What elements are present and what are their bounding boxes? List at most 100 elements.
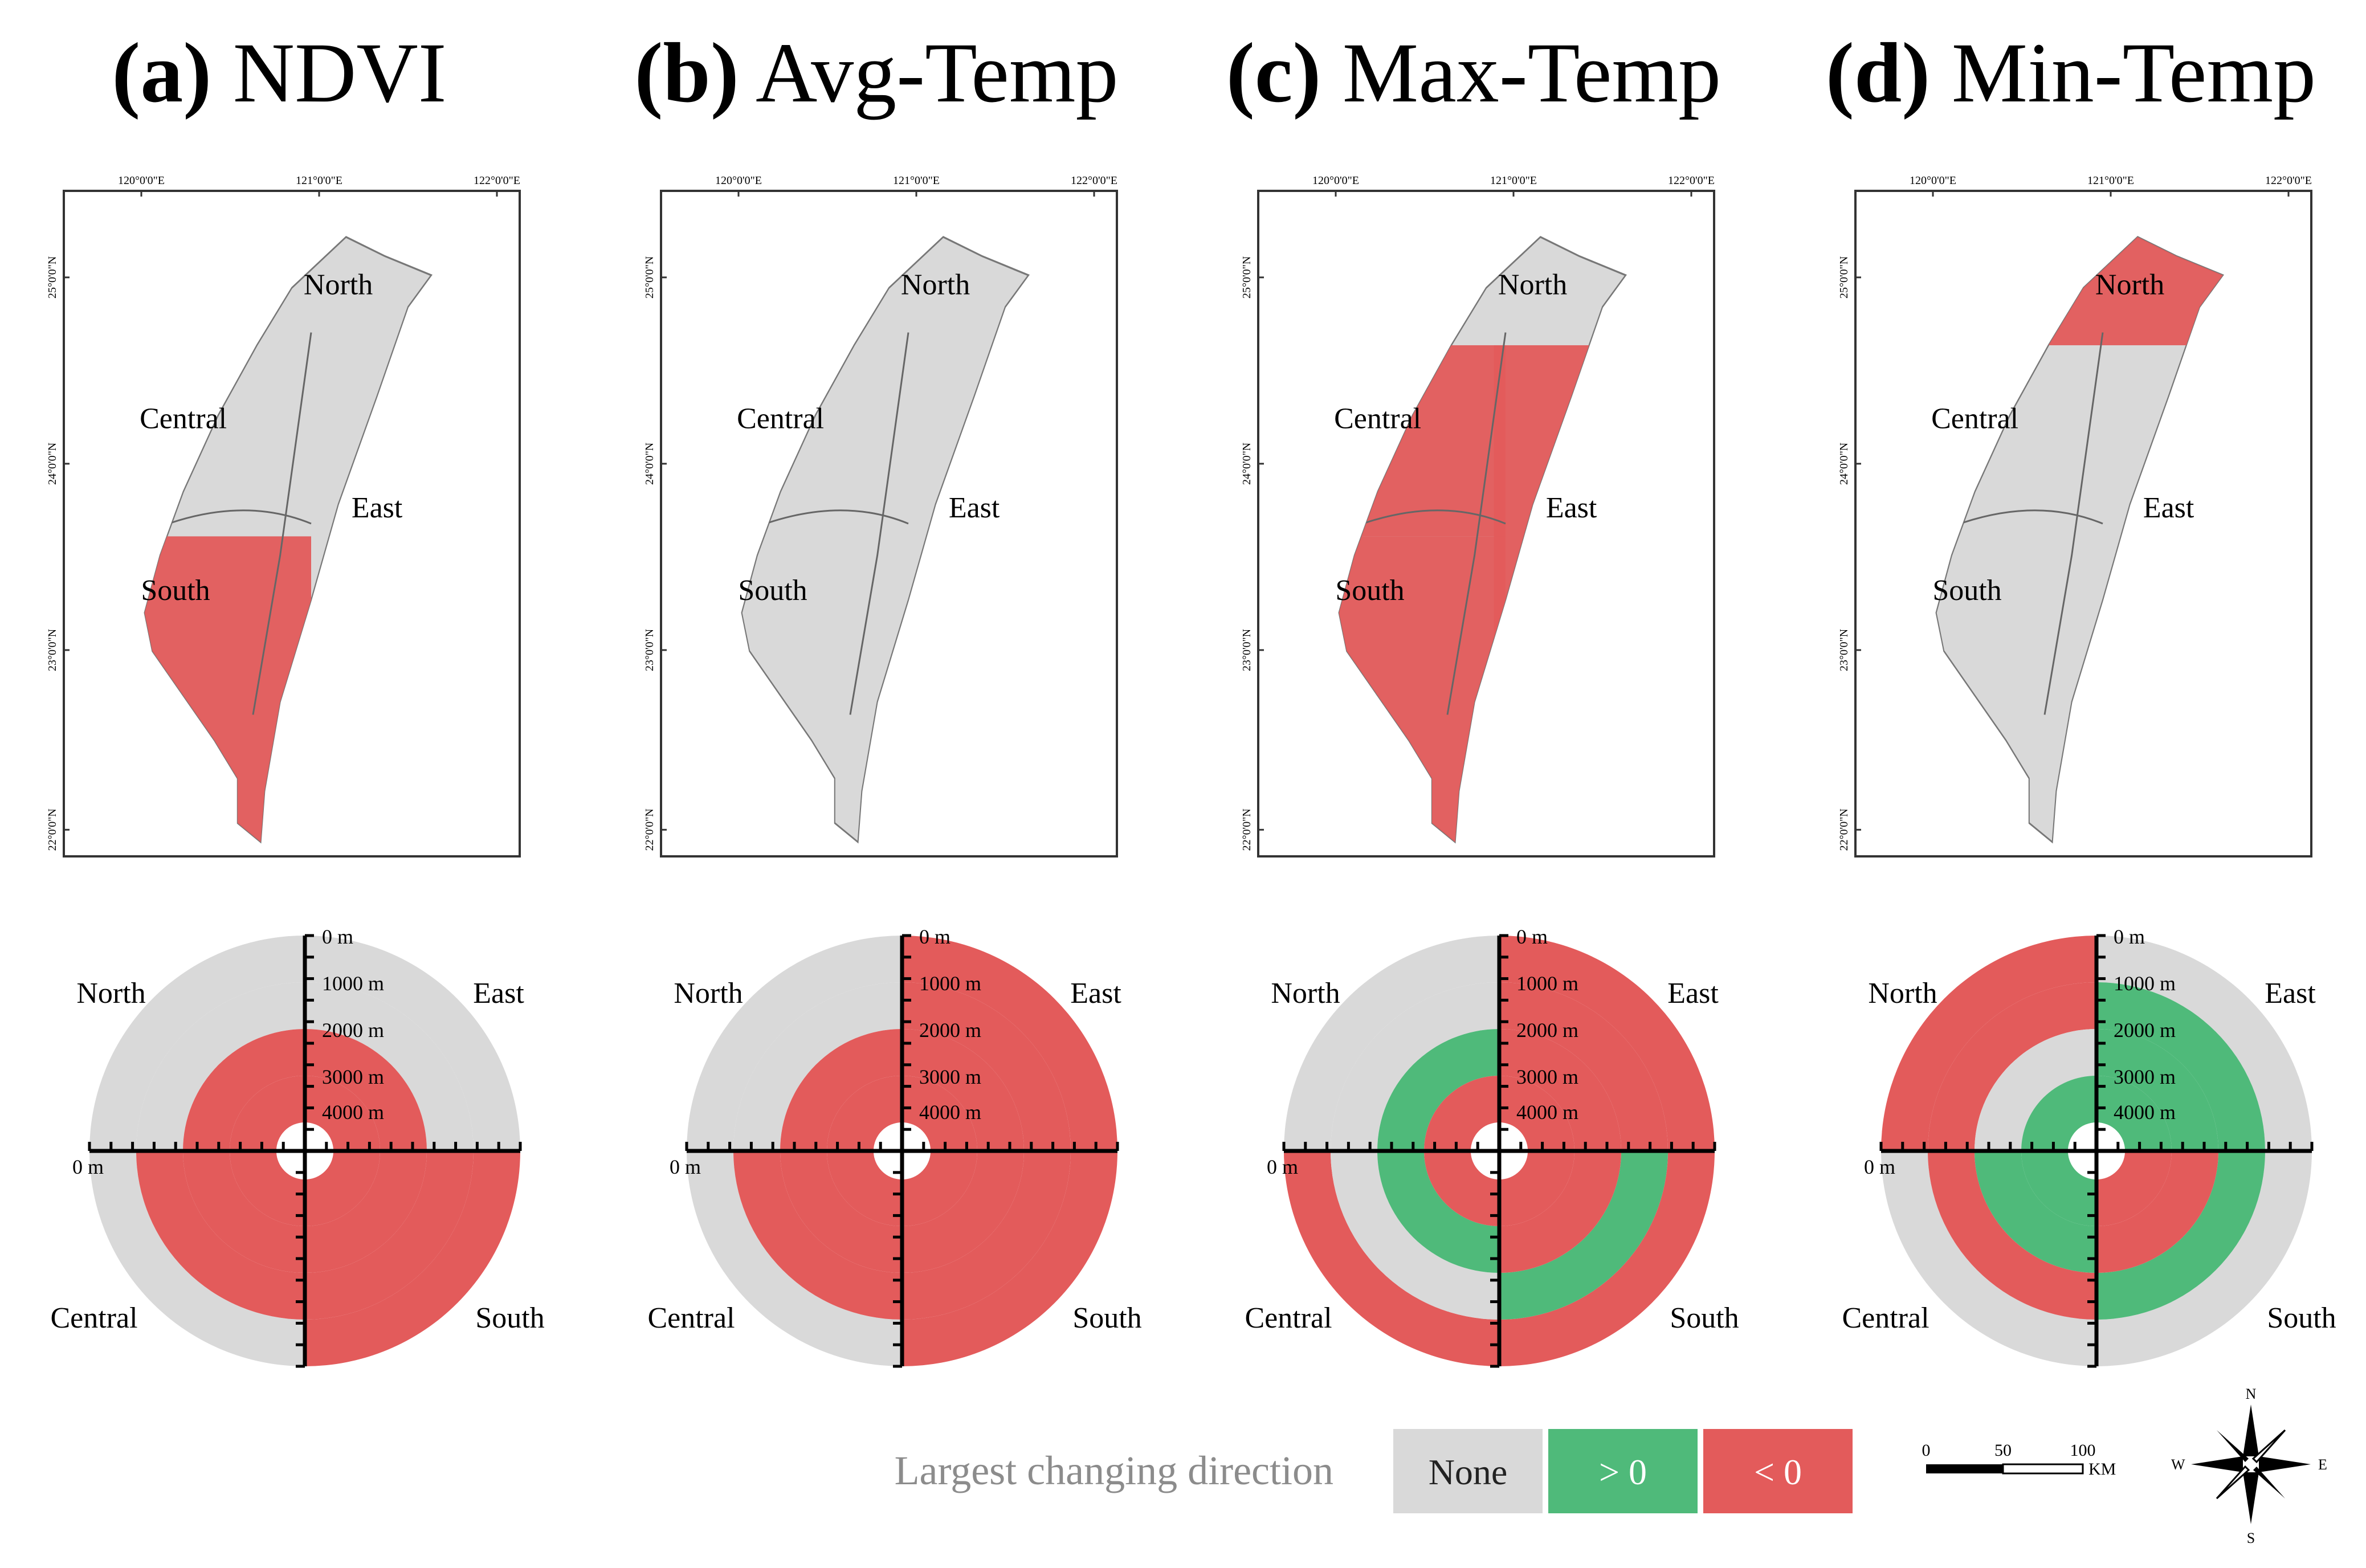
map-label-north: North: [1498, 269, 1567, 301]
compass-rose-icon: N S E W: [2171, 1386, 2327, 1546]
rose-depth-label: 1000 m: [1516, 972, 1578, 995]
rose-sector-east-band-3: [305, 1076, 380, 1151]
rose-sector-east-band-3: [2096, 1076, 2172, 1151]
lat-tick-label: 22°0'0"N: [46, 808, 59, 851]
map-label-north: North: [304, 269, 373, 301]
compass-west-point: [2191, 1456, 2243, 1472]
rose-sector-east-band-0: [305, 936, 520, 1151]
rose-quadrant-label-north: North: [1271, 977, 1340, 1010]
rose-quadrant-label-central: Central: [1842, 1302, 1929, 1334]
rose-depth-label: 4000 m: [919, 1101, 981, 1124]
rose-sector-north-band-1: [733, 982, 902, 1151]
legend-swatch-2: [1703, 1429, 1853, 1513]
panel-letter: (b): [634, 26, 739, 120]
rose-sector-east-band-1: [902, 982, 1071, 1151]
rose-sector-central-band-1: [1331, 1151, 1499, 1320]
lat-tick-label: 25°0'0"N: [1241, 256, 1253, 299]
rose-quadrant-label-central: Central: [1245, 1302, 1332, 1334]
rose-sector-central-band-2: [1975, 1151, 2096, 1273]
lon-tick-label: 120°0'0"E: [715, 174, 762, 187]
rose-sector-south-band-2: [1499, 1151, 1621, 1273]
scale-label-50: 50: [1994, 1441, 2012, 1460]
rose-depth-label: 4000 m: [322, 1101, 384, 1124]
compass-w: W: [2171, 1456, 2185, 1473]
rose-sector-north-band-3: [827, 1076, 902, 1151]
rose-sector-north-band-0: [1881, 936, 2096, 1151]
lon-tick-label: 122°0'0"E: [2265, 174, 2312, 187]
rose-sector-north-band-0: [89, 936, 305, 1151]
scale-unit: KM: [2088, 1460, 2116, 1479]
scale-bar: 0 50 100 KM: [1922, 1441, 2116, 1479]
map-label-south: South: [738, 574, 807, 607]
rose-sector-east-band-1: [1499, 982, 1668, 1151]
lat-tick-label: 25°0'0"N: [643, 256, 656, 299]
lon-tick-label: 121°0'0"E: [296, 174, 342, 187]
map-label-east: East: [352, 492, 403, 524]
rose-sector-north-band-1: [136, 982, 305, 1151]
legend: Largest changing direction None > 0 < 0: [895, 1429, 1853, 1513]
rose-sector-east-band-2: [902, 1029, 1024, 1151]
rose-sector-central-band-3: [2021, 1151, 2096, 1226]
panel-1: (b) Avg-Temp 120°0'0"E 121°0'0"E 122°0'0"E 2…: [634, 26, 1141, 1368]
rose-depth-label: 4000 m: [2114, 1101, 2176, 1124]
lat-tick-label: 24°0'0"N: [643, 443, 656, 485]
rose-sector-central-band-3: [1424, 1151, 1499, 1226]
map-label-south: South: [1932, 574, 2001, 607]
rose-quadrant-label-south: South: [1670, 1302, 1739, 1334]
rose-depth-label: 2000 m: [1516, 1019, 1578, 1042]
lat-tick-label: 24°0'0"N: [1241, 443, 1253, 485]
rose-quadrant-label-east: East: [473, 977, 524, 1010]
rose-quadrant-label-east: East: [2265, 977, 2316, 1010]
rose-quadrant-label-central: Central: [50, 1302, 137, 1334]
rose-depth-label: 3000 m: [2114, 1065, 2176, 1088]
panel-title: (b) Avg-Temp: [634, 26, 1118, 120]
scale-label-100: 100: [2070, 1441, 2096, 1460]
rose-sector-central-band-1: [136, 1151, 305, 1320]
panel-variable: NDVI: [233, 26, 447, 120]
panel-letter: (c): [1226, 26, 1321, 120]
lon-tick-label: 121°0'0"E: [2087, 174, 2134, 187]
rose-quadrant-label-north: North: [76, 977, 145, 1010]
lon-tick-label: 121°0'0"E: [1490, 174, 1537, 187]
compass-e: E: [2318, 1456, 2327, 1473]
polar-rose: 0 m 1000 m 2000 m 3000 m 4000 m 0 m North East C…: [50, 925, 545, 1368]
rose-sector-south-band-1: [1499, 1151, 1668, 1320]
lat-tick-label: 23°0'0"N: [1838, 629, 1850, 671]
rose-depth-label: 1000 m: [2114, 972, 2176, 995]
compass-s: S: [2247, 1530, 2255, 1546]
rose-sector-south-band-2: [305, 1151, 427, 1273]
panel-2: (c) Max-Temp 120°0'0"E 121°0'0"E 122°0'0"E 2…: [1226, 26, 1739, 1368]
rose-sector-central-band-0: [89, 1151, 305, 1366]
rose-origin-label: 0 m: [670, 1155, 701, 1178]
map-label-south: South: [1335, 574, 1404, 607]
rose-quadrant-label-north: North: [1868, 977, 1937, 1010]
rose-depth-label: 3000 m: [322, 1065, 384, 1088]
rose-sector-north-band-1: [1928, 982, 2096, 1151]
map-label-east: East: [949, 492, 1000, 524]
compass-diag-1: [2251, 1429, 2286, 1464]
lat-tick-label: 25°0'0"N: [46, 256, 59, 299]
rose-sector-central-band-3: [230, 1151, 305, 1226]
rose-sector-south-band-2: [902, 1151, 1024, 1273]
map: 120°0'0"E 121°0'0"E 122°0'0"E 25°0'0"N 24°0'…: [1838, 174, 2312, 856]
rose-depth-label: 0 m: [322, 925, 353, 948]
panel-3: (d) Min-Temp 120°0'0"E 121°0'0"E 122°0'0"E 2…: [1826, 26, 2336, 1368]
rose-depth-label: 0 m: [2114, 925, 2145, 948]
rose-quadrant-label-east: East: [1070, 977, 1121, 1010]
rose-sector-north-band-3: [1424, 1076, 1499, 1151]
rose-depth-label: 3000 m: [919, 1065, 981, 1088]
rose-sector-south-band-1: [902, 1151, 1071, 1320]
lon-tick-label: 120°0'0"E: [118, 174, 165, 187]
rose-sector-south-band-2: [2096, 1151, 2218, 1273]
rose-sector-north-band-2: [183, 1029, 305, 1151]
map-label-east: East: [2143, 492, 2194, 524]
panel-variable: Avg-Temp: [756, 26, 1119, 120]
rose-sector-central-band-3: [827, 1151, 902, 1226]
rose-sector-central-band-0: [1881, 1151, 2096, 1366]
lat-tick-label: 23°0'0"N: [643, 629, 656, 671]
rose-sector-east-band-0: [2096, 936, 2312, 1151]
lat-tick-label: 24°0'0"N: [1838, 443, 1850, 485]
lat-tick-label: 22°0'0"N: [1241, 808, 1253, 851]
map: 120°0'0"E 121°0'0"E 122°0'0"E 25°0'0"N 24°0'…: [1241, 174, 1715, 856]
